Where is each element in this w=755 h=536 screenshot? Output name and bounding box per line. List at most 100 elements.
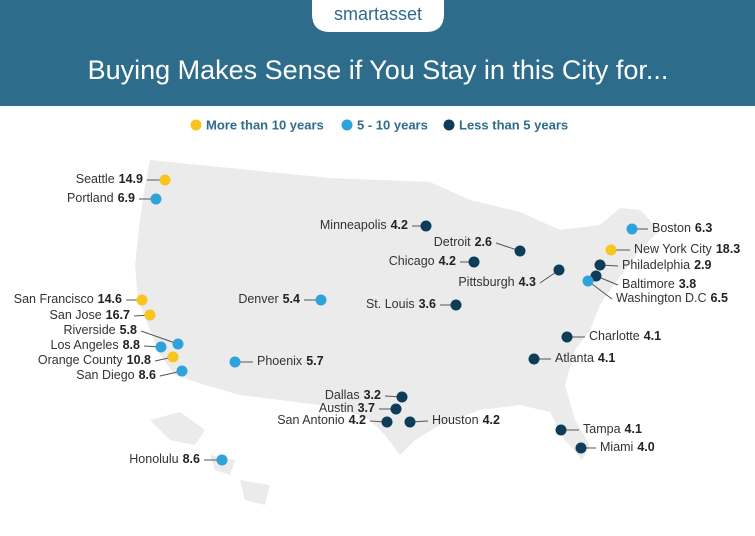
legend-band [0,106,755,144]
city-dot [594,259,606,271]
city-name: New York City [634,242,713,256]
city-label: New York City 18.3 [634,242,740,256]
city-dot [420,220,432,232]
city-dot [468,256,480,268]
logo: smartasset [334,4,422,24]
legend-dot [443,119,455,131]
city-dot [396,391,408,403]
city-label: Charlotte 4.1 [589,329,661,343]
city-dot [582,275,594,287]
city-name: Charlotte [589,329,640,343]
city-label: San Antonio 4.2 [277,413,366,427]
city-label: Dallas 3.2 [325,388,381,402]
us-map-shape [135,160,660,460]
city-label: Phoenix 5.7 [257,354,324,368]
city-label: Washington D.C 6.5 [616,291,728,305]
city-value: 10.8 [127,353,151,367]
city-value: 3.2 [364,388,381,402]
city-dot [575,442,587,454]
city-value: 3.7 [358,401,375,415]
city-dot [561,331,573,343]
logo-tab [312,0,444,32]
city-name: Pittsburgh [458,275,514,289]
city-name: Phoenix [257,354,303,368]
city-value: 8.6 [183,452,200,466]
city-value: 4.2 [391,218,408,232]
city-dot [390,403,402,415]
city-name: Dallas [325,388,360,402]
alaska-hawaii-shape [150,412,270,505]
city-dot [144,309,156,321]
city-label: Philadelphia 2.9 [622,258,712,272]
city-label: Los Angeles 8.8 [51,338,141,352]
city-label: Riverside 5.8 [64,323,138,337]
city-name: St. Louis [366,297,415,311]
city-label: Denver 5.4 [238,292,300,306]
city-value: 4.2 [349,413,366,427]
city-dot [216,454,228,466]
legend: More than 10 years 5 - 10 years Less than … [190,117,568,132]
city-name: Tampa [583,422,621,436]
city-dot [553,264,565,276]
city-label: Houston 4.2 [432,413,500,427]
city-dot [167,351,179,363]
city-dot [590,270,602,282]
city-name: Miami [600,440,633,454]
city-name: Boston [652,221,691,235]
city-label: St. Louis 3.6 [366,297,436,311]
city-label: Minneapolis 4.2 [320,218,408,232]
city-label: Baltimore 3.8 [622,277,696,291]
city-value: 14.6 [98,292,122,306]
cities: Seattle 14.9 Portland 6.9 Minneapolis 4.2 Bost… [14,172,740,466]
city-label: Boston 6.3 [652,221,712,235]
city-name: Honolulu [129,452,178,466]
city-value: 4.1 [625,422,642,436]
city-value: 16.7 [106,308,130,322]
city-name: Atlanta [555,351,594,365]
city-value: 4.3 [519,275,536,289]
city-name: San Jose [50,308,102,322]
city-dot [315,294,327,306]
city-value: 18.3 [716,242,740,256]
city-value: 14.9 [119,172,143,186]
city-name: San Francisco [14,292,94,306]
city-label: Honolulu 8.6 [129,452,200,466]
city-value: 8.8 [123,338,140,352]
city-name: Washington D.C [616,291,707,305]
city-label: San Francisco 14.6 [14,292,122,306]
city-dot [514,245,526,257]
city-label: Detroit 2.6 [434,235,492,249]
city-name: Chicago [389,254,435,268]
city-dot [404,416,416,428]
city-dot [555,424,567,436]
city-dot [176,365,188,377]
title: Buying Makes Sense if You Stay in this C… [88,55,669,85]
city-label: Portland 6.9 [67,191,135,205]
city-value: 3.6 [419,297,436,311]
city-dot [150,193,162,205]
city-name: Houston [432,413,479,427]
city-value: 4.2 [439,254,456,268]
city-name: Riverside [64,323,116,337]
city-value: 4.2 [483,413,500,427]
leader-line [140,330,179,345]
city-value: 5.4 [283,292,300,306]
city-name: Denver [238,292,278,306]
city-value: 2.9 [694,258,711,272]
city-name: Seattle [76,172,115,186]
city-name: San Antonio [277,413,344,427]
city-value: 6.3 [695,221,712,235]
city-value: 5.7 [306,354,323,368]
city-dot [626,223,638,235]
city-dot [528,353,540,365]
city-dot [450,299,462,311]
city-dot [172,338,184,350]
city-label: Pittsburgh 4.3 [458,275,536,289]
legend-dot [341,119,353,131]
city-dot [605,244,617,256]
city-value: 3.8 [679,277,696,291]
city-name: Portland [67,191,114,205]
legend-label: More than 10 years [206,117,324,132]
city-value: 4.1 [644,329,661,343]
city-value: 2.6 [475,235,492,249]
